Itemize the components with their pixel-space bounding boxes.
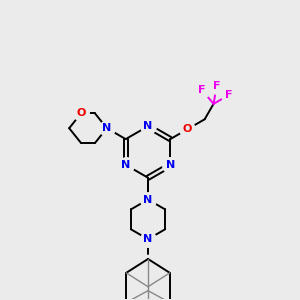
Text: N: N (143, 234, 153, 244)
Text: N: N (102, 123, 112, 133)
Text: F: F (225, 90, 233, 100)
Text: F: F (198, 85, 206, 95)
Text: N: N (143, 194, 153, 205)
Text: N: N (121, 160, 130, 170)
Text: N: N (166, 160, 175, 170)
Text: O: O (183, 124, 192, 134)
Text: O: O (76, 108, 86, 118)
Text: N: N (143, 121, 153, 131)
Text: F: F (213, 81, 220, 91)
